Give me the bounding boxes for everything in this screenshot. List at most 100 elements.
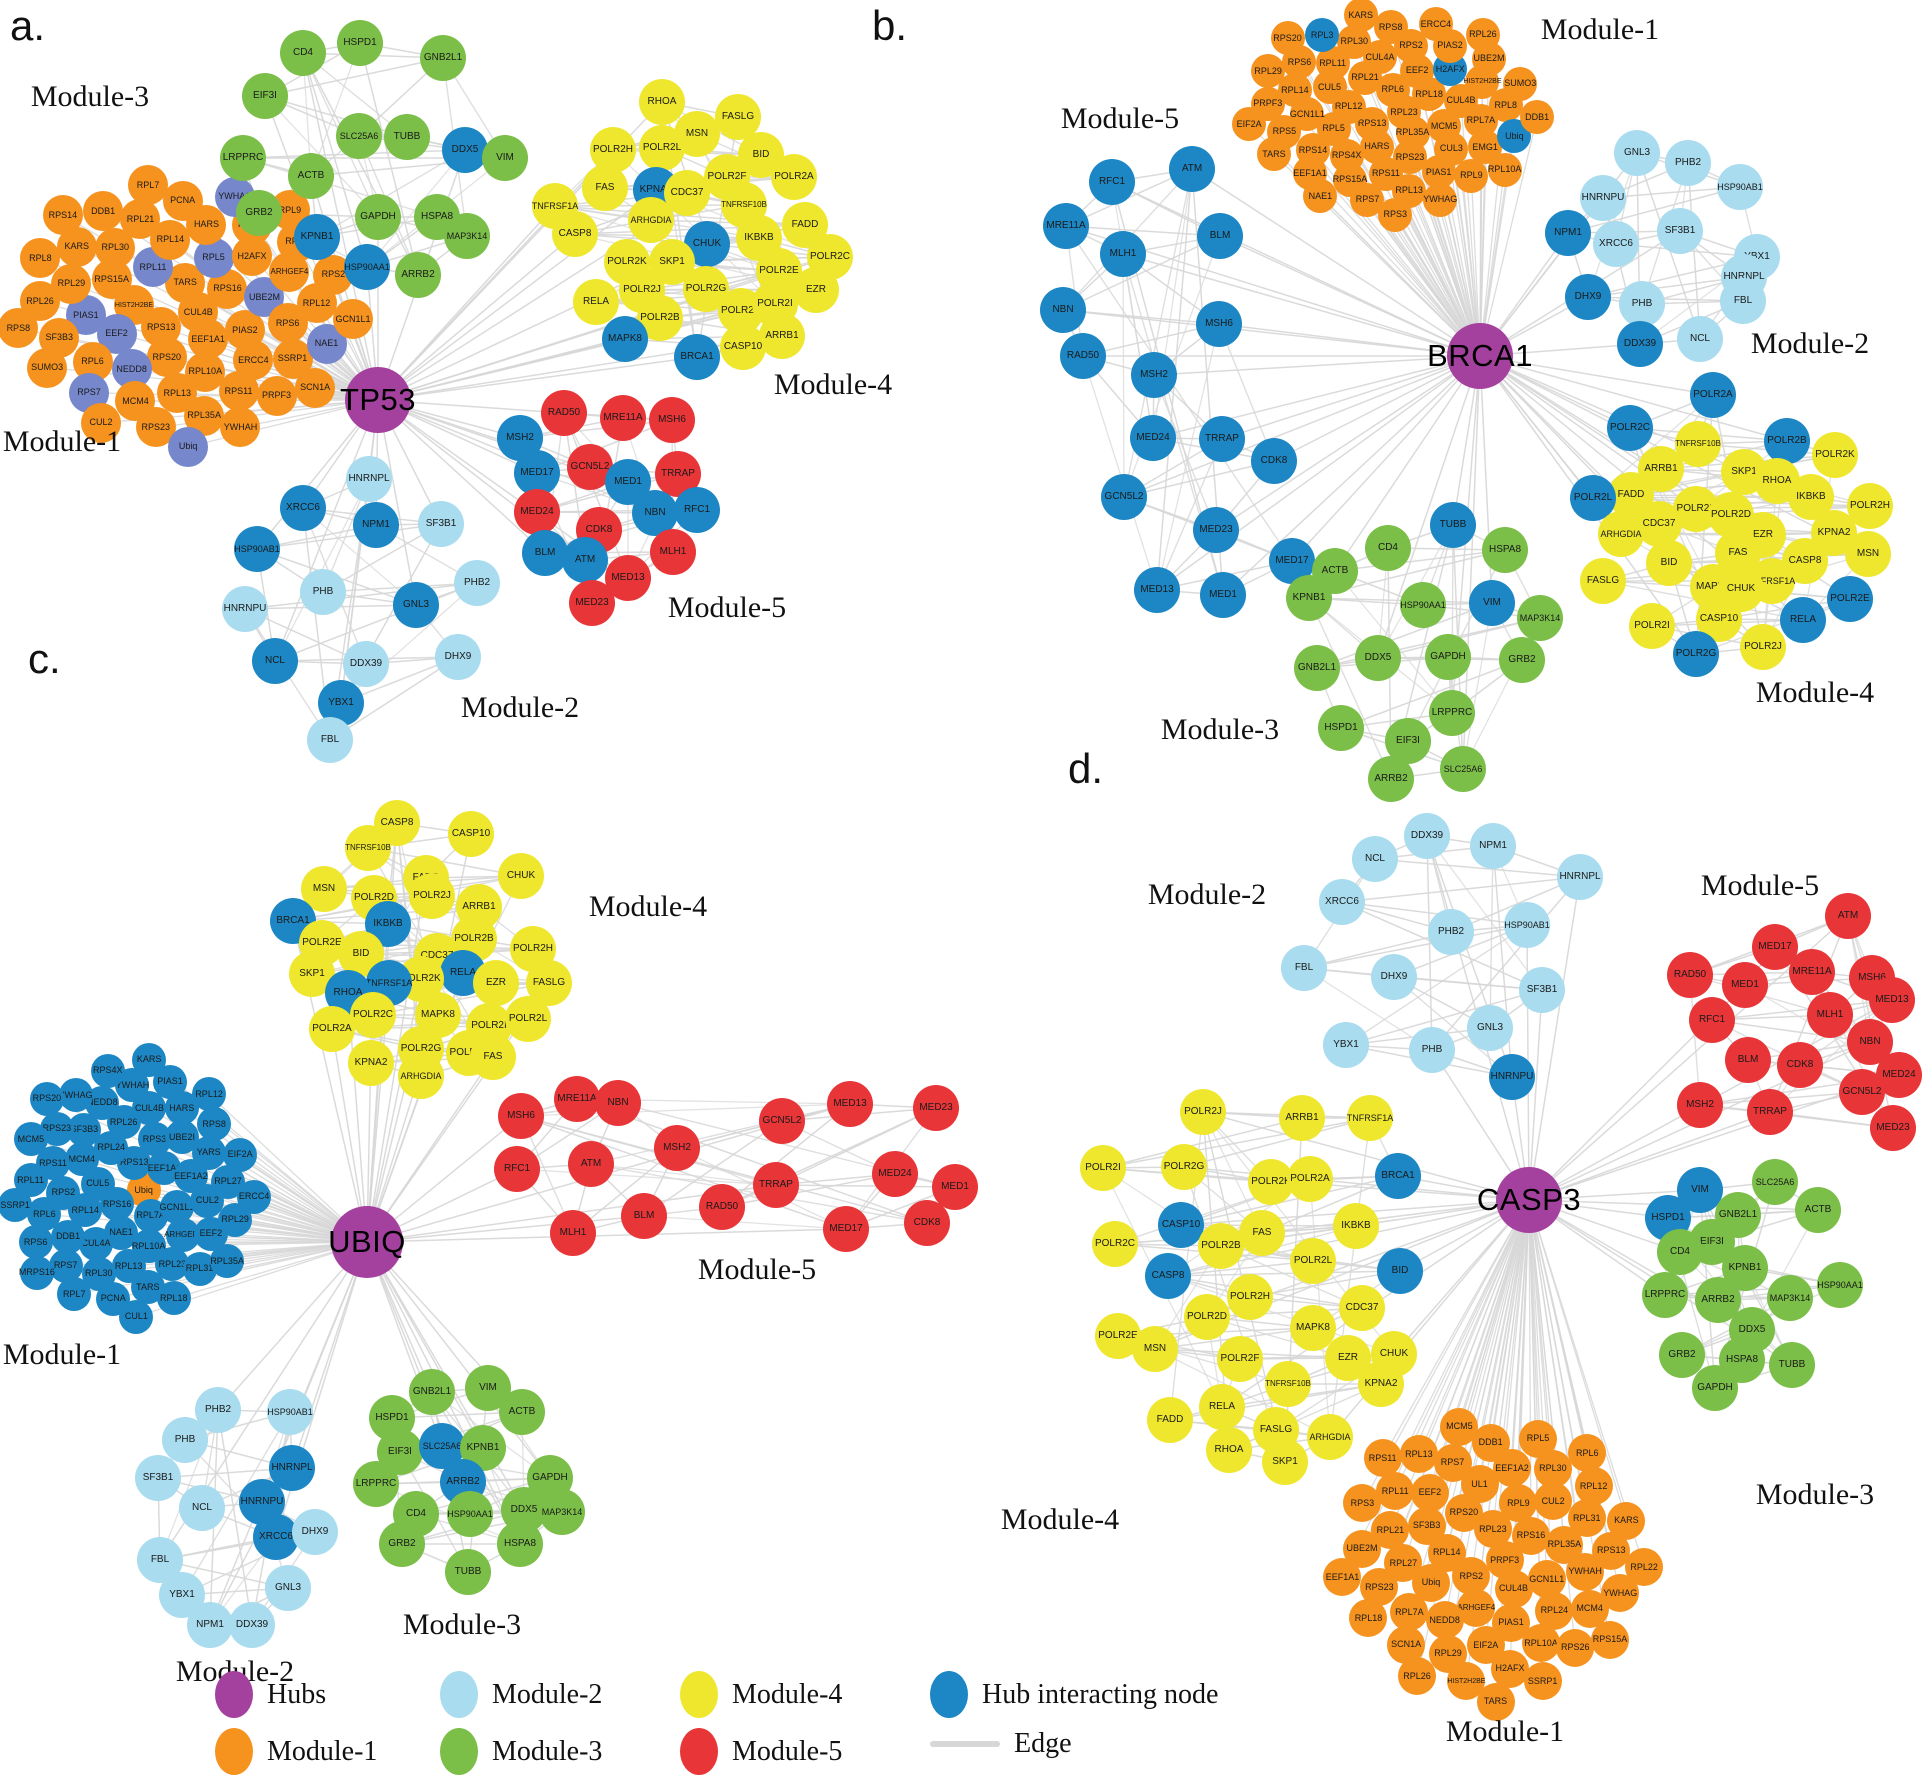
- node-polr2d[interactable]: POLR2D: [1184, 1294, 1230, 1340]
- node-msh6[interactable]: MSH6: [1196, 301, 1242, 347]
- node-ncl[interactable]: NCL: [252, 638, 298, 684]
- node-lrpprc[interactable]: LRPPRC: [353, 1461, 399, 1507]
- node-grb2[interactable]: GRB2: [379, 1521, 425, 1567]
- node-rps4x[interactable]: RPS4X: [90, 1053, 125, 1088]
- node-phb[interactable]: PHB: [162, 1417, 208, 1463]
- node-cd4[interactable]: CD4: [1657, 1229, 1703, 1275]
- node-dhx9[interactable]: DHX9: [435, 634, 481, 680]
- node-rpl8[interactable]: RPL8: [20, 238, 61, 279]
- node-eef1a1[interactable]: EEF1A1: [1323, 1558, 1362, 1597]
- node-msh6[interactable]: MSH6: [649, 397, 695, 443]
- node-rela[interactable]: RELA: [1780, 597, 1826, 643]
- node-xrcc6[interactable]: XRCC6: [1319, 879, 1365, 925]
- node-kpna2[interactable]: KPNA2: [1358, 1361, 1404, 1407]
- node-cd4[interactable]: CD4: [280, 30, 326, 76]
- node-tnfrsf10b[interactable]: TNFRSF10B: [345, 825, 391, 871]
- node-phb2[interactable]: PHB2: [454, 560, 500, 606]
- node-map3k14[interactable]: MAP3K14: [444, 213, 490, 259]
- node-hspd1[interactable]: HSPD1: [1318, 705, 1364, 751]
- node-msh2[interactable]: MSH2: [1677, 1082, 1723, 1128]
- node-prpf3[interactable]: PRPF3: [256, 375, 297, 416]
- node-cul4a[interactable]: CUL4A: [79, 1226, 114, 1261]
- node-mlh1[interactable]: MLH1: [1100, 231, 1146, 277]
- node-h2afx[interactable]: H2AFX: [1491, 1649, 1529, 1688]
- node-trrap[interactable]: TRRAP: [753, 1162, 799, 1208]
- node-rpl7[interactable]: RPL7: [128, 165, 169, 206]
- node-eif2a[interactable]: EIF2A: [223, 1137, 258, 1172]
- node-med23[interactable]: MED23: [1870, 1105, 1916, 1151]
- node-atm[interactable]: ATM: [1169, 146, 1215, 192]
- node-arrb1[interactable]: ARRB1: [759, 313, 805, 359]
- node-phb[interactable]: PHB: [1409, 1027, 1455, 1073]
- node-casp8[interactable]: CASP8: [1145, 1253, 1191, 1299]
- hub-node-tp53[interactable]: [345, 367, 411, 433]
- node-polr2h[interactable]: POLR2H: [1227, 1274, 1273, 1320]
- node-mre11a[interactable]: MRE11A: [1043, 203, 1089, 249]
- node-rela[interactable]: RELA: [1199, 1384, 1245, 1430]
- node-hsp90ab1[interactable]: HSP90AB1: [267, 1389, 313, 1435]
- node-hnrnpl[interactable]: HNRNPL: [346, 456, 392, 502]
- node-gcn5l2[interactable]: GCN5L2: [1839, 1069, 1885, 1115]
- node-hspa8[interactable]: HSPA8: [497, 1521, 543, 1567]
- node-rpl22[interactable]: RPL22: [1625, 1548, 1664, 1587]
- node-ddx5[interactable]: DDX5: [442, 127, 488, 173]
- node-polr2b[interactable]: POLR2B: [1198, 1223, 1244, 1269]
- node-hsp90aa1[interactable]: HSP90AA1: [344, 244, 390, 290]
- node-tubb[interactable]: TUBB: [1430, 502, 1476, 548]
- node-rps3[interactable]: RPS3: [1343, 1484, 1382, 1523]
- node-hsp90aa1[interactable]: HSP90AA1: [447, 1491, 493, 1537]
- node-rps26[interactable]: RPS26: [1556, 1628, 1595, 1667]
- node-rpl31[interactable]: RPL31: [1567, 1499, 1606, 1538]
- node-rpl12[interactable]: RPL12: [192, 1077, 227, 1112]
- node-ercc4[interactable]: ERCC4: [1418, 7, 1453, 42]
- node-mrps16[interactable]: MRPS16: [19, 1255, 55, 1290]
- node-rpl10a[interactable]: RPL10A: [1521, 1624, 1560, 1663]
- node-mlh1[interactable]: MLH1: [1807, 992, 1853, 1038]
- node-rpl26[interactable]: RPL26: [1465, 17, 1500, 52]
- node-fbl[interactable]: FBL: [1281, 945, 1327, 991]
- node-chuk[interactable]: CHUK: [684, 221, 730, 267]
- node-slc25a6[interactable]: SLC25A6: [336, 113, 382, 159]
- node-eif2a[interactable]: EIF2A: [1232, 107, 1267, 142]
- node-gnl3[interactable]: GNL3: [1467, 1005, 1513, 1051]
- node-phb[interactable]: PHB: [1619, 281, 1665, 327]
- node-msn[interactable]: MSN: [1845, 531, 1891, 577]
- node-ikbkb[interactable]: IKBKB: [1333, 1203, 1379, 1249]
- node-xrcc6[interactable]: XRCC6: [253, 1514, 299, 1560]
- node-rps20[interactable]: RPS20: [146, 337, 187, 378]
- node-chuk[interactable]: CHUK: [498, 853, 544, 899]
- node-rps7[interactable]: RPS7: [1433, 1443, 1472, 1482]
- node-hspd1[interactable]: HSPD1: [337, 20, 383, 66]
- node-polr2k[interactable]: POLR2K: [1812, 432, 1858, 478]
- node-mlh1[interactable]: MLH1: [650, 529, 696, 575]
- node-gnl3[interactable]: GNL3: [1614, 130, 1660, 176]
- node-polr2f[interactable]: POLR2F: [1217, 1336, 1263, 1382]
- node-ube2m[interactable]: UBE2M: [1343, 1529, 1382, 1568]
- node-med1[interactable]: MED1: [1722, 962, 1768, 1008]
- node-vim[interactable]: VIM: [1469, 580, 1515, 626]
- node-nae1[interactable]: NAE1: [1303, 179, 1338, 214]
- node-cul2[interactable]: CUL2: [81, 402, 122, 443]
- node-polr2a[interactable]: POLR2A: [309, 1006, 355, 1052]
- node-med1[interactable]: MED1: [1200, 572, 1246, 618]
- node-fas[interactable]: FAS: [582, 165, 628, 211]
- node-rpl11[interactable]: RPL11: [1376, 1472, 1415, 1511]
- node-gnl3[interactable]: GNL3: [265, 1565, 311, 1611]
- node-eif3i[interactable]: EIF3I: [242, 73, 288, 119]
- node-rps6[interactable]: RPS6: [18, 1225, 53, 1260]
- node-rpl5[interactable]: RPL5: [193, 237, 234, 278]
- node-skp1[interactable]: SKP1: [1262, 1439, 1308, 1485]
- node-ddx39[interactable]: DDX39: [1617, 321, 1663, 367]
- node-cdk8[interactable]: CDK8: [904, 1200, 950, 1246]
- node-ubiq[interactable]: Ubiq: [168, 426, 209, 467]
- node-sf3b3[interactable]: SF3B3: [1407, 1506, 1446, 1545]
- node-polr2g[interactable]: POLR2G: [1673, 631, 1719, 677]
- node-polr2i[interactable]: POLR2I: [1629, 603, 1675, 649]
- node-rad50[interactable]: RAD50: [541, 390, 587, 436]
- node-arrb2[interactable]: ARRB2: [1368, 756, 1414, 802]
- node-npm1[interactable]: NPM1: [353, 502, 399, 548]
- node-polr2j[interactable]: POLR2J: [1180, 1089, 1226, 1135]
- node-slc25a6[interactable]: SLC25A6: [1440, 746, 1486, 792]
- node-arhgdia[interactable]: ARHGDIA: [1598, 511, 1644, 557]
- node-tars[interactable]: TARS: [1476, 1682, 1515, 1721]
